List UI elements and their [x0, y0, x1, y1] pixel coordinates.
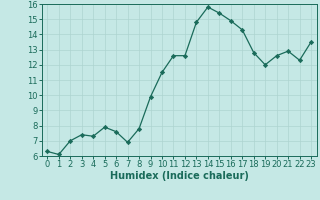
- X-axis label: Humidex (Indice chaleur): Humidex (Indice chaleur): [110, 171, 249, 181]
